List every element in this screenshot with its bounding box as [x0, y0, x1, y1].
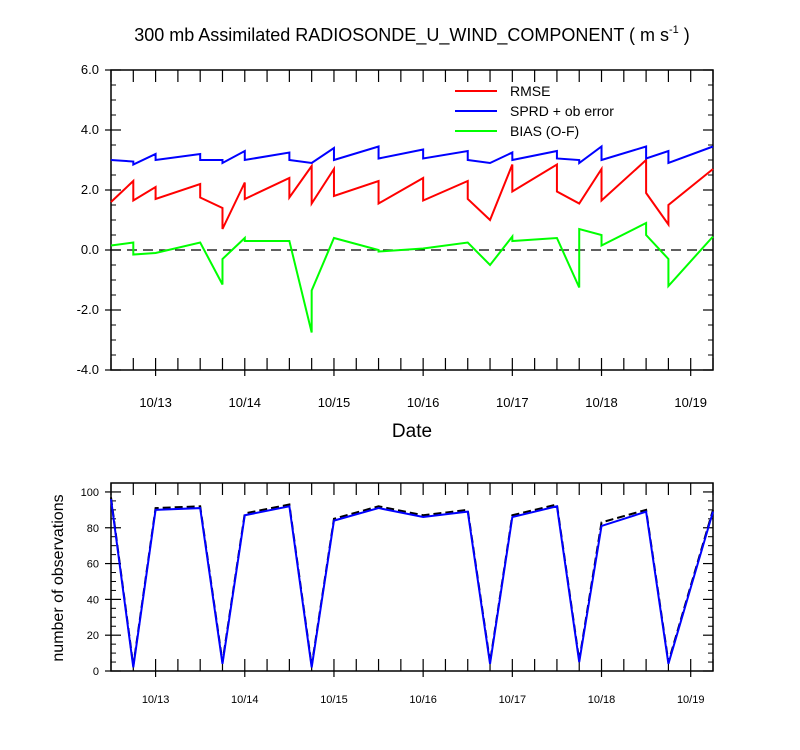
y-tick-label: 6.0	[81, 62, 99, 77]
x-tick-label: 10/14	[231, 694, 259, 706]
chart-title-superscript: -1	[669, 24, 679, 36]
x-tick-label: 10/14	[229, 395, 262, 410]
x-tick-label: 10/13	[139, 395, 172, 410]
x-tick-label: 10/19	[677, 694, 705, 706]
plot-frame-1	[110, 482, 714, 672]
series-line-bias-o-f	[110, 221, 714, 333]
x-tick-label: 10/15	[320, 694, 348, 706]
y-tick-label: 40	[87, 594, 99, 606]
x-tick-label: 10/13	[142, 694, 170, 706]
y-tick-label: 0	[93, 666, 99, 678]
chart-title: 300 mb Assimilated RADIOSONDE_U_WIND_COM…	[134, 24, 690, 46]
top-legend: RMSE SPRD + ob error BIAS (O-F)	[455, 83, 614, 139]
y-tick-label: 60	[87, 559, 99, 571]
series-line-sprd-ob-error	[110, 144, 714, 167]
y-tick-label: 100	[81, 487, 99, 499]
legend-label: RMSE	[510, 83, 550, 99]
y-tick-label: 20	[87, 630, 99, 642]
legend-label: BIAS (O-F)	[510, 123, 579, 139]
chart-title-close: )	[679, 25, 690, 45]
bottom-y-axis-label: number of observations	[50, 494, 67, 661]
bottom-plot-panel: 0 20 40 60 80 100 10/13 10/14 10/15 10/16 10/17 10/…	[81, 482, 714, 706]
x-tick-label: 10/17	[496, 395, 529, 410]
x-tick-label: 10/17	[499, 694, 527, 706]
x-tick-label: 10/16	[409, 694, 437, 706]
x-tick-label: 10/19	[674, 395, 707, 410]
x-tick-label: 10/18	[585, 395, 618, 410]
x-tick-label: 10/15	[318, 395, 351, 410]
top-x-axis-label: Date	[392, 421, 432, 442]
y-tick-label: 4.0	[81, 122, 99, 137]
legend-label: SPRD + ob error	[510, 103, 614, 119]
y-tick-label: 0.0	[81, 242, 99, 257]
top-plot-panel: -4.0 -2.0 0.0 2.0 4.0 6.0 10/13 10/14 10/15 10/16…	[77, 62, 714, 410]
y-tick-label: 80	[87, 523, 99, 535]
series-line-rmse	[110, 157, 714, 230]
x-tick-label: 10/16	[407, 395, 440, 410]
y-tick-label: 2.0	[81, 182, 99, 197]
y-tick-label: -2.0	[77, 302, 99, 317]
x-tick-label: 10/18	[588, 694, 616, 706]
series-line-assimilated	[110, 498, 714, 668]
y-tick-label: -4.0	[77, 362, 99, 377]
